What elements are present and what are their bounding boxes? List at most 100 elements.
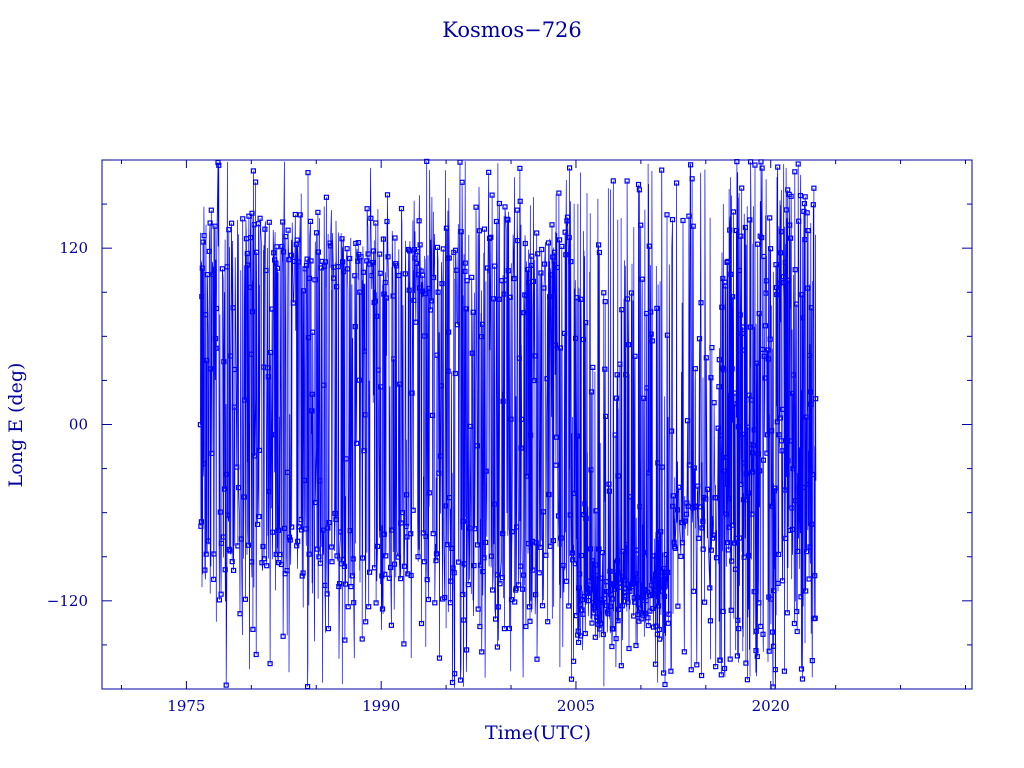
data-point	[359, 636, 365, 642]
data-point	[334, 553, 340, 559]
data-point	[292, 211, 298, 218]
data-point	[248, 235, 254, 241]
data-point	[797, 511, 803, 518]
data-point	[800, 484, 807, 491]
data-point	[549, 222, 555, 228]
data-point	[722, 283, 729, 289]
data-point	[713, 555, 720, 561]
data-point	[608, 591, 614, 597]
data-point	[783, 535, 789, 542]
data-point	[199, 265, 205, 271]
data-point	[368, 215, 374, 221]
data-point	[742, 460, 748, 466]
data-point	[624, 296, 631, 302]
data-point	[344, 246, 350, 252]
data-point	[528, 432, 534, 438]
data-point	[713, 663, 719, 670]
data-point	[483, 539, 489, 546]
data-point	[253, 651, 259, 658]
data-point	[396, 272, 402, 279]
data-point	[492, 263, 498, 269]
data-point	[393, 263, 399, 269]
data-point	[610, 178, 616, 184]
data-point	[386, 575, 392, 581]
data-point	[317, 560, 323, 566]
data-point	[529, 253, 535, 259]
data-point	[651, 587, 658, 593]
data-point	[321, 382, 327, 388]
data-point	[728, 271, 734, 277]
data-point	[204, 272, 210, 278]
data-point	[704, 486, 711, 492]
data-point	[566, 234, 572, 241]
data-point	[807, 389, 814, 395]
data-point	[644, 589, 651, 595]
data-point	[605, 611, 611, 617]
data-point	[349, 573, 355, 579]
data-point	[231, 404, 237, 410]
data-point	[521, 310, 527, 316]
data-point	[808, 401, 814, 407]
data-point	[352, 273, 358, 279]
data-point	[465, 581, 471, 588]
data-point	[632, 353, 638, 359]
data-point	[692, 366, 698, 372]
data-point	[776, 432, 782, 438]
data-point	[668, 428, 675, 434]
data-point	[594, 572, 600, 579]
data-point	[813, 396, 819, 402]
data-point	[742, 224, 749, 231]
data-point	[780, 406, 786, 412]
data-point	[383, 553, 389, 559]
data-point	[811, 185, 817, 191]
data-point	[451, 570, 457, 576]
data-point	[305, 335, 312, 341]
data-point	[399, 510, 405, 516]
data-point	[488, 553, 494, 559]
data-point	[461, 617, 467, 623]
data-point	[539, 603, 546, 609]
data-point	[444, 541, 450, 548]
data-point	[437, 453, 444, 459]
data-point	[749, 450, 756, 456]
data-point	[226, 227, 232, 233]
data-point	[197, 422, 203, 428]
data-point	[760, 457, 767, 463]
data-point	[520, 572, 527, 578]
data-point	[338, 529, 344, 535]
data-point	[616, 606, 622, 612]
data-point	[257, 215, 263, 221]
data-point	[467, 423, 473, 429]
data-point	[641, 549, 647, 556]
data-point	[383, 295, 389, 301]
data-point	[377, 270, 383, 276]
data-point	[269, 306, 275, 312]
data-point	[378, 384, 384, 390]
data-point	[253, 179, 259, 185]
data-point	[526, 604, 533, 610]
data-point	[496, 296, 502, 302]
data-point	[610, 596, 616, 602]
data-point	[533, 540, 539, 546]
data-point	[799, 676, 806, 682]
data-point	[503, 277, 509, 283]
data-point	[500, 530, 506, 537]
data-point	[588, 389, 595, 395]
data-point	[225, 512, 231, 518]
data-point	[636, 187, 643, 193]
data-point	[329, 559, 335, 565]
data-point	[300, 570, 306, 576]
data-point	[740, 497, 747, 503]
data-point	[673, 180, 680, 186]
data-point	[464, 647, 470, 653]
data-point	[211, 551, 217, 557]
data-point	[388, 622, 394, 628]
data-point	[268, 349, 274, 356]
data-point	[284, 469, 290, 475]
data-point	[447, 600, 453, 606]
data-point	[674, 507, 681, 513]
data-point	[711, 400, 717, 406]
data-point	[514, 207, 520, 213]
data-point	[753, 628, 759, 634]
data-point	[635, 181, 642, 188]
